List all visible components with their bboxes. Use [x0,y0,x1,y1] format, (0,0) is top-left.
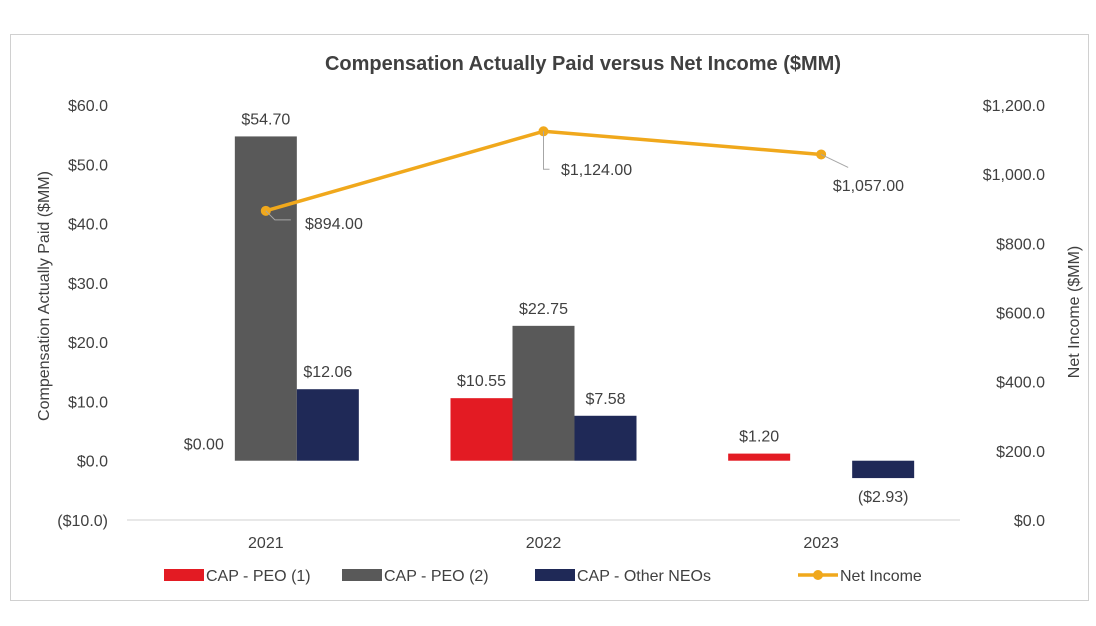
x-tick-label: 2021 [248,535,284,552]
y-tick-label: $30.0 [68,276,108,293]
legend-label: CAP - PEO (1) [206,568,311,585]
y2-tick-label: $1,000.0 [983,167,1045,184]
bar-data-label: $54.70 [241,111,290,128]
bar-cap-peo-1 [728,453,791,461]
net-income-leader-line [543,131,550,170]
y2-tick-label: $0.0 [1014,513,1045,530]
bar-cap-other-neos [296,389,359,461]
bar-data-label: $12.06 [303,364,352,381]
legend-swatch [535,569,575,581]
net-income-data-label: $894.00 [305,216,363,233]
bar-data-label: $1.20 [739,429,779,446]
y-tick-label: $0.0 [77,454,108,471]
bar-data-label: $10.55 [457,373,506,390]
net-income-data-label: $1,124.00 [561,162,632,179]
y2-tick-label: $400.0 [996,375,1045,392]
bar-cap-peo-1 [450,398,513,461]
chart-title: Compensation Actually Paid versus Net In… [325,53,841,75]
y-tick-label: $10.0 [68,394,108,411]
legend-swatch-marker [813,570,823,580]
legend-swatch [342,569,382,581]
y2-tick-label: $200.0 [996,444,1045,461]
y-tick-label: $50.0 [68,157,108,174]
legend-swatch [164,569,204,581]
y-tick-label: ($10.0) [57,513,108,530]
bar-cap-other-neos [574,415,637,461]
y-tick-label: $40.0 [68,217,108,234]
bar-data-label: $0.00 [184,437,224,454]
legend-label: CAP - PEO (2) [384,568,489,585]
net-income-data-label: $1,057.00 [833,178,904,195]
bar-cap-other-neos [852,460,915,479]
y2-axis-label: Net Income ($MM) [1066,246,1083,378]
bar-cap-peo-2 [512,325,575,461]
bar-data-label: ($2.93) [858,489,909,506]
x-tick-label: 2022 [526,535,562,552]
y-tick-label: $20.0 [68,335,108,352]
net-income-leader-line [265,210,291,221]
bar-data-label: $7.58 [585,391,625,408]
x-tick-label: 2023 [803,535,839,552]
bar-data-label: $22.75 [519,301,568,318]
legend-label: Net Income [840,568,922,585]
y2-tick-label: $600.0 [996,306,1045,323]
y2-tick-label: $1,200.0 [983,98,1045,115]
bar-cap-peo-2 [234,136,297,461]
y-axis-label: Compensation Actually Paid ($MM) [36,171,53,421]
chart-frame [10,34,1089,601]
net-income-leader-line [820,154,849,168]
y2-tick-label: $800.0 [996,236,1045,253]
y-tick-label: $60.0 [68,98,108,115]
legend-label: CAP - Other NEOs [577,568,711,585]
